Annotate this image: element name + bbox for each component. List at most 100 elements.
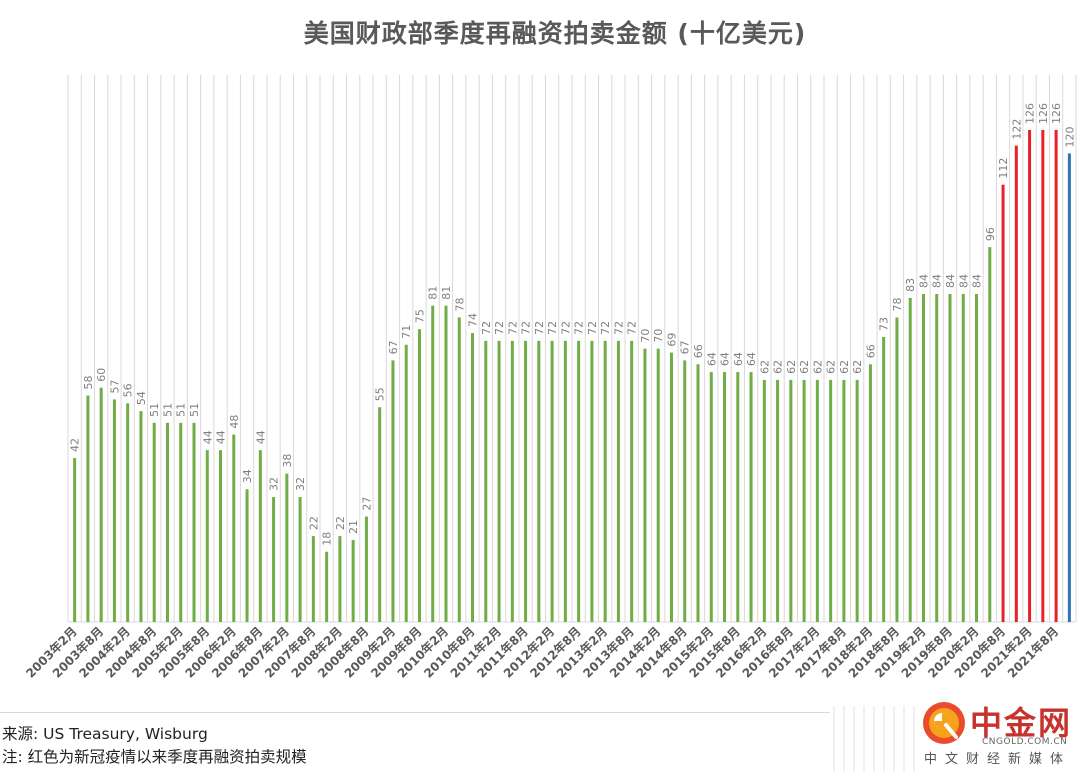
- bar: [1001, 184, 1005, 622]
- data-label: 21: [347, 520, 360, 534]
- bar: [749, 372, 753, 622]
- bar: [444, 305, 448, 622]
- bar: [431, 305, 435, 622]
- data-label: 64: [745, 352, 758, 366]
- data-label: 84: [931, 274, 944, 288]
- data-label: 72: [599, 321, 612, 335]
- bar: [391, 360, 395, 622]
- bar: [1028, 130, 1032, 622]
- bar: [112, 399, 116, 622]
- watermark: 中金网 CNGOLD.COM.CN 中文财经新媒体: [830, 700, 1080, 771]
- data-label: 44: [201, 430, 214, 444]
- data-label: 51: [188, 403, 201, 417]
- bar: [471, 333, 475, 622]
- bar: [577, 340, 581, 622]
- bar: [988, 247, 992, 622]
- data-label: 126: [1024, 103, 1037, 124]
- bar: [590, 340, 594, 622]
- bar: [325, 551, 329, 622]
- bar: [975, 294, 979, 622]
- data-label: 62: [838, 360, 851, 374]
- data-label: 72: [520, 321, 533, 335]
- bar: [776, 379, 780, 622]
- bar: [417, 329, 421, 622]
- bars: [73, 130, 1071, 622]
- data-label: 126: [1050, 103, 1063, 124]
- data-label: 75: [413, 309, 426, 323]
- bar: [179, 422, 183, 622]
- bar: [457, 317, 461, 622]
- bar: [152, 422, 156, 622]
- bar: [656, 348, 660, 622]
- data-label: 67: [679, 340, 692, 354]
- data-label: 44: [215, 430, 228, 444]
- bar: [484, 340, 488, 622]
- data-label: 67: [387, 340, 400, 354]
- data-label: 126: [1037, 103, 1050, 124]
- color-note: 注: 红色为新冠疫情以来季度再融资拍卖规模: [2, 748, 307, 766]
- data-label: 78: [453, 297, 466, 311]
- data-label: 38: [281, 454, 294, 468]
- data-label: 69: [665, 333, 678, 347]
- data-label: 81: [427, 286, 440, 300]
- data-label: 72: [559, 321, 572, 335]
- bar: [364, 516, 368, 622]
- data-label: 51: [148, 403, 161, 417]
- data-label: 58: [82, 376, 95, 390]
- data-label: 70: [639, 329, 652, 343]
- bar: [378, 407, 382, 622]
- data-label: 122: [1010, 119, 1023, 140]
- data-label: 27: [360, 497, 373, 511]
- bar: [311, 536, 315, 622]
- bar: [285, 473, 289, 622]
- bar: [895, 317, 899, 622]
- bar: [1067, 153, 1071, 622]
- watermark-name: 中金网: [970, 704, 1073, 742]
- watermark-tagline: 中文财经新媒体: [924, 752, 1072, 767]
- bar: [829, 379, 833, 622]
- bar: [510, 340, 514, 622]
- bar: [802, 379, 806, 622]
- data-label: 72: [612, 321, 625, 335]
- data-label: 71: [400, 325, 413, 339]
- bar: [86, 395, 90, 622]
- data-label: 120: [1063, 126, 1076, 147]
- watermark-domain: CNGOLD.COM.CN: [982, 737, 1068, 747]
- bar: [351, 540, 355, 622]
- data-label: 18: [321, 532, 334, 546]
- bar: [789, 379, 793, 622]
- data-label: 70: [652, 329, 665, 343]
- chart-area: 42 58 60 57 56 54 51 51 51 51 44 44 48 34 44 32 38 32 22 18…: [0, 19, 1080, 713]
- data-label: 72: [493, 321, 506, 335]
- data-label: 72: [573, 321, 586, 335]
- bar: [908, 297, 912, 622]
- bar: [537, 340, 541, 622]
- bar: [524, 340, 528, 622]
- bar: [815, 379, 819, 622]
- data-label: 72: [506, 321, 519, 335]
- bar: [643, 348, 647, 622]
- data-label: 96: [984, 227, 997, 241]
- data-label: 62: [772, 360, 785, 374]
- gridlines: [67, 75, 1077, 622]
- data-label: 72: [480, 321, 493, 335]
- data-label: 84: [957, 274, 970, 288]
- bar: [603, 340, 607, 622]
- cngold-logo-icon: [923, 702, 965, 744]
- data-label: 64: [732, 352, 745, 366]
- bar: [709, 372, 713, 622]
- bar: [961, 294, 965, 622]
- data-label: 72: [626, 321, 639, 335]
- bar: [616, 340, 620, 622]
- bar: [736, 372, 740, 622]
- data-label: 84: [971, 274, 984, 288]
- bar: [1054, 130, 1058, 622]
- data-label: 72: [533, 321, 546, 335]
- data-label: 66: [864, 344, 877, 358]
- data-label: 78: [891, 297, 904, 311]
- bar: [205, 450, 209, 622]
- bar: [165, 422, 169, 622]
- data-label: 72: [586, 321, 599, 335]
- data-label: 51: [175, 403, 188, 417]
